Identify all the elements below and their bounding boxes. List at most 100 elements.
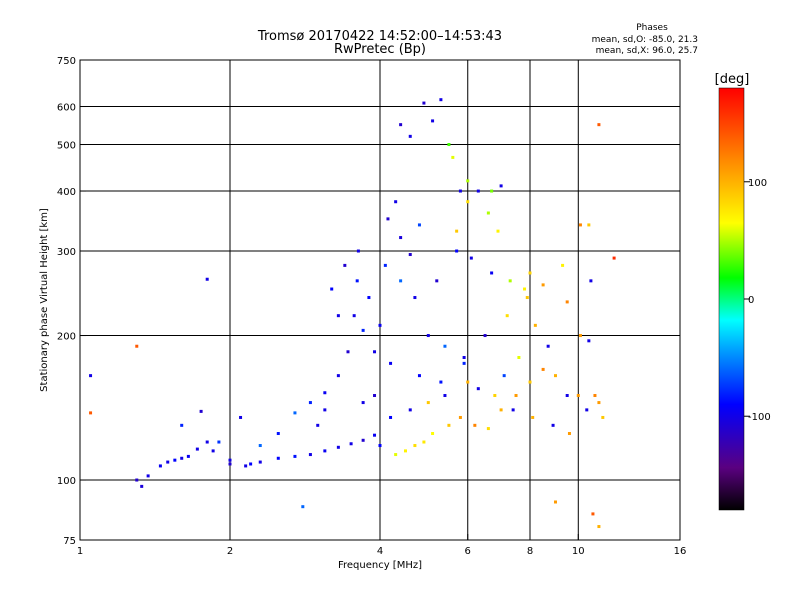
data-point xyxy=(180,423,184,427)
data-point xyxy=(541,283,545,287)
data-point xyxy=(493,394,497,398)
data-point xyxy=(386,217,390,221)
y-tick-label: 200 xyxy=(57,332,76,343)
chart-subtitle: RwPretec (Bp) xyxy=(334,42,426,57)
data-point xyxy=(499,184,503,188)
phases-x-stats: mean, sd,X: 96.0, 25.7 xyxy=(596,46,698,56)
data-point xyxy=(417,374,421,378)
data-point xyxy=(336,314,340,318)
data-point xyxy=(576,394,580,398)
data-point xyxy=(89,374,93,378)
data-point xyxy=(413,444,417,448)
data-point xyxy=(373,350,377,354)
x-axis-label: Frequency [MHz] xyxy=(338,560,422,571)
data-point xyxy=(211,449,215,453)
data-point xyxy=(499,408,503,412)
data-point xyxy=(205,277,209,281)
data-point xyxy=(476,189,480,193)
data-point xyxy=(205,440,209,444)
data-point xyxy=(349,442,353,446)
y-tick-label: 75 xyxy=(63,536,76,547)
data-point xyxy=(458,415,462,419)
phases-o-stats: mean, sd,O: -85.0, 21.3 xyxy=(592,35,698,45)
data-point xyxy=(361,401,365,405)
data-point xyxy=(490,271,494,275)
y-tick-label: 300 xyxy=(57,247,76,258)
data-point xyxy=(228,462,232,466)
data-point xyxy=(186,454,190,458)
data-point xyxy=(541,367,545,371)
data-point xyxy=(389,361,393,365)
data-point xyxy=(135,344,139,348)
data-point xyxy=(553,374,557,378)
y-tick-label: 500 xyxy=(57,141,76,152)
x-tick-label: 10 xyxy=(572,546,585,557)
data-point xyxy=(597,123,601,127)
y-tick-label: 100 xyxy=(57,476,76,487)
data-point xyxy=(612,256,616,260)
data-point xyxy=(528,271,532,275)
phases-header: Phases xyxy=(636,23,668,33)
data-point xyxy=(389,415,393,419)
data-point xyxy=(173,458,177,462)
data-point xyxy=(378,444,382,448)
data-point xyxy=(399,123,403,127)
data-point xyxy=(587,339,591,343)
data-point xyxy=(431,432,435,436)
y-axis-ticks: 75 100 200 300 400 500 600 750 xyxy=(57,56,86,547)
data-point xyxy=(505,314,509,318)
x-tick-label: 6 xyxy=(465,546,471,557)
data-point xyxy=(443,344,447,348)
data-point xyxy=(567,432,571,436)
data-point xyxy=(486,211,490,215)
data-point xyxy=(466,380,470,384)
data-point xyxy=(199,409,203,413)
data-point xyxy=(466,200,470,204)
data-point xyxy=(336,445,340,449)
chart-title: Tromsø 20170422 14:52:00–14:53:43 xyxy=(257,29,502,44)
data-point xyxy=(394,453,398,457)
data-point xyxy=(561,263,565,267)
data-point xyxy=(589,279,593,283)
data-point xyxy=(394,200,398,204)
data-point xyxy=(546,344,550,348)
data-point xyxy=(593,394,597,398)
data-point xyxy=(578,334,582,338)
data-point xyxy=(356,249,360,253)
data-point xyxy=(422,440,426,444)
data-point xyxy=(476,387,480,391)
data-point xyxy=(276,456,280,460)
data-point xyxy=(180,456,184,460)
data-point xyxy=(490,189,494,193)
data-point xyxy=(502,374,506,378)
data-point xyxy=(301,505,305,509)
data-point xyxy=(413,296,417,300)
data-point xyxy=(462,361,466,365)
data-point xyxy=(455,249,459,253)
data-point xyxy=(551,423,555,427)
data-point xyxy=(217,440,221,444)
data-points xyxy=(89,98,616,529)
data-point xyxy=(533,323,537,327)
data-point xyxy=(361,328,365,332)
data-point xyxy=(403,449,407,453)
data-point xyxy=(308,453,312,457)
data-point xyxy=(443,394,447,398)
data-point xyxy=(383,263,387,267)
data-point xyxy=(455,229,459,233)
data-point xyxy=(244,464,248,468)
data-point xyxy=(330,287,334,291)
colorbar-ticks: 100 0 -100 xyxy=(744,178,771,423)
data-point xyxy=(486,427,490,431)
data-point xyxy=(158,464,162,468)
data-point xyxy=(466,179,470,183)
x-tick-label: 8 xyxy=(527,546,533,557)
data-point xyxy=(408,134,412,138)
data-point xyxy=(483,334,487,338)
data-point xyxy=(528,380,532,384)
y-tick-label: 400 xyxy=(57,187,76,198)
data-point xyxy=(195,447,199,451)
data-point xyxy=(352,314,356,318)
data-point xyxy=(135,478,139,482)
